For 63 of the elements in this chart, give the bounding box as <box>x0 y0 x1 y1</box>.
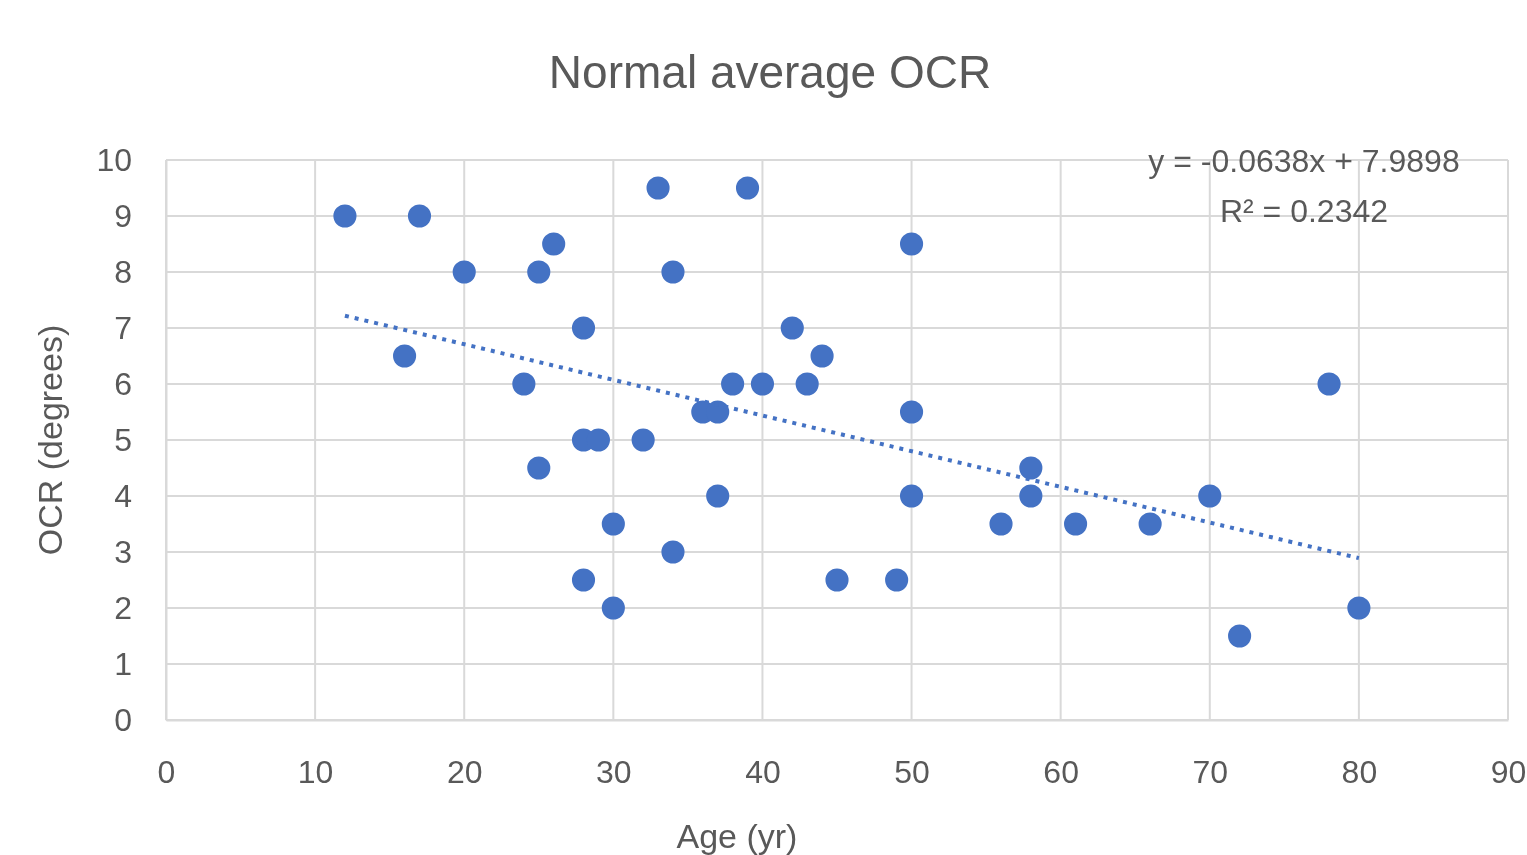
y-tick-label: 5 <box>114 421 132 458</box>
point <box>1019 484 1043 508</box>
y-tick-label: 6 <box>114 365 132 402</box>
x-tick-label: 50 <box>894 753 930 790</box>
x-tick-label: 10 <box>297 753 334 790</box>
x-tick-label: 60 <box>1043 753 1079 790</box>
y-tick-label: 2 <box>114 589 132 626</box>
x-tick-label: 30 <box>596 753 632 790</box>
point <box>810 344 834 368</box>
point <box>1347 596 1371 620</box>
point <box>571 316 596 340</box>
annotation: y = -0.0638x + 7.9898 <box>1148 143 1460 179</box>
point <box>899 484 924 508</box>
y-tick-label: 10 <box>96 141 132 178</box>
point <box>542 232 566 256</box>
point <box>1228 624 1252 648</box>
x-tick-label: 20 <box>446 753 483 790</box>
y-tick-label: 1 <box>114 645 132 682</box>
x-tick-label: 70 <box>1192 753 1229 790</box>
point <box>571 568 596 592</box>
point <box>661 540 685 564</box>
point <box>1138 512 1162 536</box>
point <box>706 484 730 508</box>
y-tick-label: 4 <box>114 477 132 514</box>
y-tick-label: 8 <box>114 253 132 290</box>
point <box>899 400 924 424</box>
x-tick-label: 80 <box>1341 753 1378 790</box>
point <box>646 176 670 200</box>
point <box>989 512 1013 536</box>
point <box>899 232 924 256</box>
point <box>721 372 745 396</box>
chart-title: Normal average OCR <box>548 46 992 98</box>
point <box>885 568 909 592</box>
point <box>825 568 849 592</box>
point <box>750 372 775 396</box>
point <box>735 176 760 200</box>
x-tick-label: 0 <box>157 753 176 790</box>
point <box>601 596 625 620</box>
y-tick-label: 3 <box>114 533 132 570</box>
y-axis-title: OCR (degrees) <box>31 324 69 556</box>
point <box>780 316 804 340</box>
point <box>601 512 625 536</box>
point <box>1198 484 1222 508</box>
y-tick-label: 9 <box>114 197 132 234</box>
point <box>527 260 551 284</box>
point <box>393 344 417 368</box>
point <box>407 204 432 228</box>
x-tick-label: 90 <box>1490 753 1527 790</box>
point <box>1317 372 1341 396</box>
point <box>631 428 655 452</box>
x-axis-title: Age (yr) <box>676 817 798 855</box>
x-tick-label: 40 <box>745 753 781 790</box>
y-tick-label: 7 <box>114 309 132 346</box>
point <box>333 204 357 228</box>
y-tick-label: 0 <box>114 701 132 738</box>
point <box>527 456 551 480</box>
point <box>1019 456 1043 480</box>
point <box>795 372 819 396</box>
annotation: R² = 0.2342 <box>1219 193 1389 229</box>
point <box>1064 512 1088 536</box>
point <box>452 260 476 284</box>
point <box>512 372 536 396</box>
point <box>661 260 685 284</box>
